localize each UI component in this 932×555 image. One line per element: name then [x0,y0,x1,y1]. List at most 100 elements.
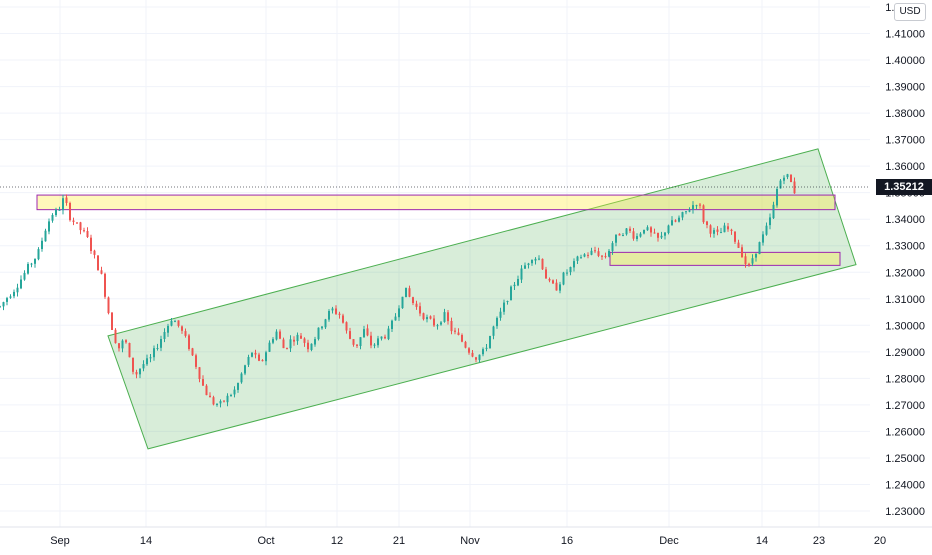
candle-body [286,347,288,349]
candle [398,305,400,321]
price-tick-label: 1.36000 [885,161,925,173]
candle-body [146,358,148,365]
candle [755,253,757,262]
candle-body [716,229,719,232]
candle [643,229,645,235]
time-tick-label: 12 [331,535,343,547]
candle-body [762,234,764,243]
candle [681,211,684,221]
candle-body [209,395,211,398]
candle-body [450,321,453,332]
candle [114,328,117,344]
candle-body [359,337,362,346]
candle [464,340,467,349]
candle-body [566,272,568,274]
candle-body [244,365,246,374]
candle-body [513,284,516,287]
candle [247,354,250,367]
candle-body [398,308,400,318]
candle [440,321,442,326]
candle-body [492,326,495,336]
candle [170,318,173,327]
candle [604,252,607,259]
candle-body [597,251,600,256]
candle-body [639,233,642,237]
candle [387,325,390,341]
candle [62,194,64,215]
candle-body [531,260,533,264]
candle [265,350,267,366]
candle-body [233,389,236,395]
candle-body [765,225,768,235]
candle [548,277,551,283]
candle-body [478,354,481,360]
price-axis[interactable]: 1.23000 1.24000 1.25000 1.26000 1.27000 1.280… [870,0,932,527]
candle [0,305,1,308]
price-axis-background [870,0,932,527]
candle [153,345,155,361]
candle-body [482,349,484,355]
candle [485,344,488,352]
candle [139,368,141,379]
candle [615,234,617,247]
candle [405,287,407,298]
candle-body [181,326,183,331]
candle [772,201,775,219]
candle-body [667,225,670,233]
candle-body [436,325,439,327]
candle [20,275,22,290]
candle [776,186,778,208]
candle-body [240,373,243,383]
candle [23,270,26,281]
candle-body [471,352,474,357]
candle [275,329,278,341]
candle [286,347,288,350]
candle [671,216,673,226]
candle-body [772,204,775,219]
candle-body [524,265,526,269]
candle [44,228,47,242]
upper-resistance-zone[interactable] [36,194,836,211]
candle-body [618,233,621,236]
candle [160,335,162,352]
candle [569,266,572,276]
candle [783,175,785,185]
lower-support-zone[interactable] [609,251,841,266]
candle-body [55,209,57,216]
candle-body [377,338,379,346]
candle-body [625,228,628,235]
candle-body [212,397,215,405]
candle [457,328,460,336]
candle-body [559,284,561,291]
candle-body [454,330,456,332]
candle [506,300,509,305]
time-axis[interactable]: Sep 14 Oct 12 21 Nov 16 Dec 14 23 20 [0,526,932,547]
candle [107,296,110,315]
candle [744,253,747,268]
candle [426,314,428,323]
candle [433,315,435,327]
candle-body [520,268,523,280]
candle-body [156,348,159,349]
ascending-channel[interactable] [107,148,857,450]
candle-body [590,250,593,255]
candle [296,332,299,345]
candle [100,266,103,275]
candle-body [758,242,761,255]
currency-button[interactable]: USD [894,3,926,21]
price-tick-label: 1.38000 [885,108,925,120]
candle-body [702,205,705,223]
candle-body [13,291,15,297]
candle-body [433,318,435,326]
candle-body [646,227,649,231]
candle-body [401,296,404,309]
candle [786,173,789,180]
candle [667,224,670,235]
candle [212,395,215,406]
price-tick-label: 1.29000 [885,347,925,359]
candle-body [552,280,554,284]
annotation-layer[interactable] [36,148,857,450]
candle [730,228,733,235]
